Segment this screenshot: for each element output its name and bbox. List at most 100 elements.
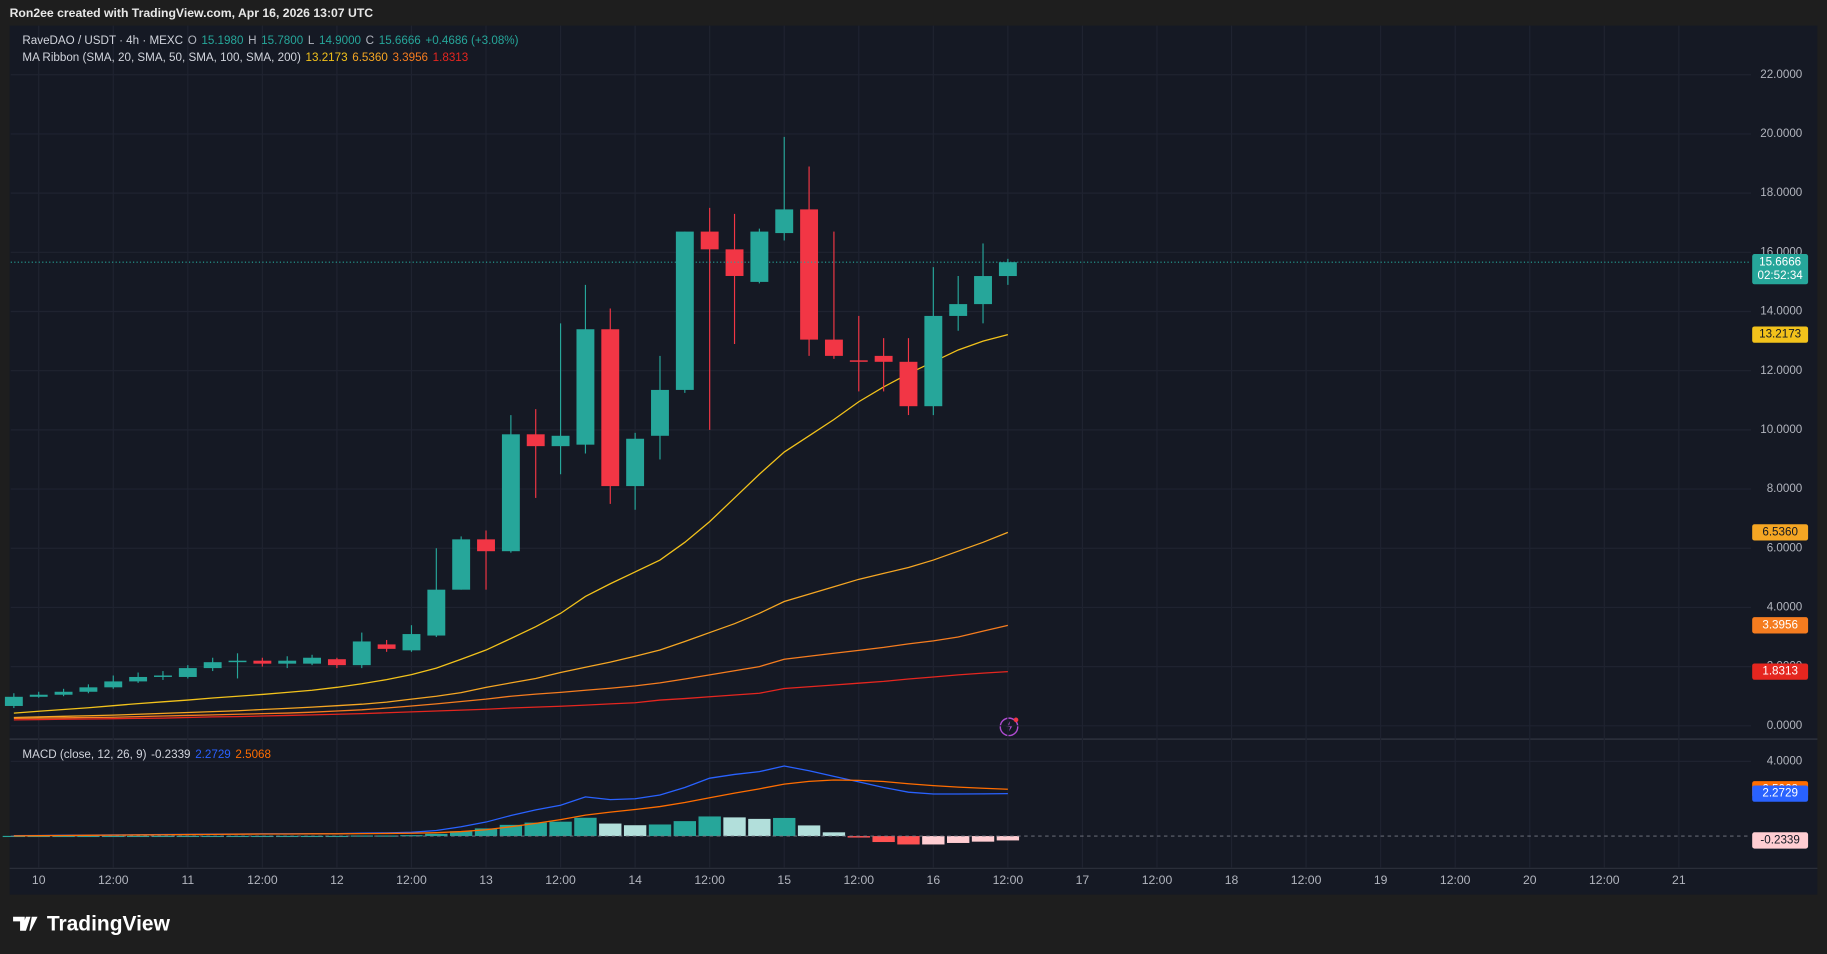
candle-body: [327, 659, 346, 666]
legend-value: 15.6666: [379, 34, 421, 47]
histogram-bar: [201, 835, 224, 838]
ma-line: [13, 670, 1008, 721]
ma-price-tag-text: 1.8313: [1762, 665, 1798, 678]
candle-body: [998, 262, 1017, 277]
candle-body: [154, 675, 172, 677]
histogram-bar: [648, 824, 672, 837]
candle: [700, 207, 719, 430]
y-tick-label: 8.0000: [1767, 482, 1803, 495]
x-tick-label: 19: [1374, 873, 1388, 887]
histogram-bar: [524, 822, 547, 837]
histogram-bar: [375, 835, 398, 837]
candle-body: [551, 435, 570, 447]
macd-tag-bg: [1752, 785, 1809, 802]
candle-body: [104, 681, 123, 688]
x-tick-label: 12:00: [396, 873, 427, 887]
candle: [477, 530, 495, 590]
x-tick-label: 12:00: [1142, 873, 1173, 887]
histogram-bar: [673, 821, 697, 837]
histogram-bar: [723, 817, 746, 837]
candle: [874, 338, 893, 392]
legend-value: 15.1980: [201, 34, 244, 47]
x-tick-label: 12:00: [545, 873, 576, 887]
candle-body: [750, 231, 769, 282]
ma-price-tag: 13.2173: [1752, 326, 1809, 343]
candle-body: [228, 660, 247, 663]
candle: [998, 258, 1017, 285]
y-tick-label: 22.0000: [1760, 68, 1803, 81]
candle: [104, 675, 123, 689]
histogram-bar: [449, 831, 473, 837]
candle-body: [477, 539, 495, 552]
legend-key: C: [366, 34, 374, 47]
chart-panel: [9, 25, 1818, 895]
candle: [352, 632, 371, 669]
candle: [278, 656, 297, 669]
candle-body: [4, 696, 23, 706]
candle: [203, 657, 222, 672]
y-tick-label: 4.0000: [1767, 601, 1803, 614]
histogram-bar: [971, 836, 995, 842]
legend-value: 14.9000: [319, 34, 362, 47]
candle: [824, 231, 843, 359]
x-tick-label: 16: [927, 873, 941, 887]
histogram-bar: [773, 817, 796, 837]
candle-body: [974, 276, 992, 305]
candle-body: [576, 329, 595, 445]
ma-line: [13, 624, 1009, 720]
y-tick-label: 0.0000: [1767, 719, 1803, 732]
ma-price-tag-bg: [1752, 617, 1809, 634]
x-tick-label: 12:00: [993, 873, 1024, 887]
ma-price-tag-text: 6.5360: [1762, 525, 1798, 538]
histogram-bar: [897, 836, 920, 845]
candle-body: [129, 676, 148, 682]
legend-change: +0.4686 (+3.08%): [425, 34, 518, 47]
ma-price-tag-text: 13.2173: [1759, 328, 1801, 341]
legend: MA Ribbon (SMA, 20, SMA, 50, SMA, 100, S…: [22, 51, 468, 64]
y-tick-label: 4.0000: [1767, 754, 1803, 767]
candle-body: [54, 691, 73, 695]
ma-line: [13, 334, 1009, 714]
x-tick-label: 14: [628, 873, 642, 887]
candle-body: [402, 634, 421, 651]
x-tick-label: 12:00: [1440, 873, 1471, 887]
x-tick-label: 21: [1672, 873, 1686, 887]
candle-body: [278, 660, 297, 664]
candle-body: [203, 662, 222, 669]
legend: RaveDAO / USDT · 4h · MEXC O 15.1980 H 15.78…: [22, 34, 518, 47]
candle-body: [501, 434, 520, 552]
macd-tag: 2.2729: [1752, 785, 1809, 802]
histogram-bar: [698, 816, 721, 837]
legend: MACD (close, 12, 26, 9) -0.2339 2.2729 2.50…: [22, 748, 271, 761]
candle: [800, 166, 819, 356]
ma-line: [13, 531, 1009, 719]
candle: [750, 228, 769, 284]
candle-body: [79, 687, 98, 692]
x-tick-label: 12:00: [1291, 873, 1322, 887]
candle: [601, 308, 620, 504]
candle: [29, 691, 48, 698]
candle-body: [427, 589, 446, 636]
x-tick-label: 12:00: [694, 873, 725, 887]
histogram-bar: [474, 828, 498, 837]
histogram-bar: [623, 825, 647, 837]
candle: [178, 665, 197, 679]
y-tick-label: 18.0000: [1760, 186, 1803, 199]
candle-body: [303, 657, 322, 664]
candle-body: [700, 231, 719, 250]
macd-tag-text: 2.2729: [1762, 787, 1798, 800]
x-tick-label: 12: [330, 873, 344, 887]
histogram-bar: [102, 835, 125, 838]
candle-body: [29, 694, 48, 697]
x-tick-label: 12:00: [98, 873, 129, 887]
x-tick-label: 12:00: [247, 873, 278, 887]
y-tick-label: 14.0000: [1760, 305, 1803, 318]
y-tick-label: 12.0000: [1760, 364, 1803, 377]
candle: [427, 548, 446, 638]
candle: [303, 654, 322, 666]
last-price-tag-text: 15.6666: [1759, 255, 1801, 268]
candle: [924, 267, 943, 416]
legend-value: 1.8313: [433, 51, 469, 64]
ma-price-tag: 1.8313: [1752, 663, 1809, 680]
